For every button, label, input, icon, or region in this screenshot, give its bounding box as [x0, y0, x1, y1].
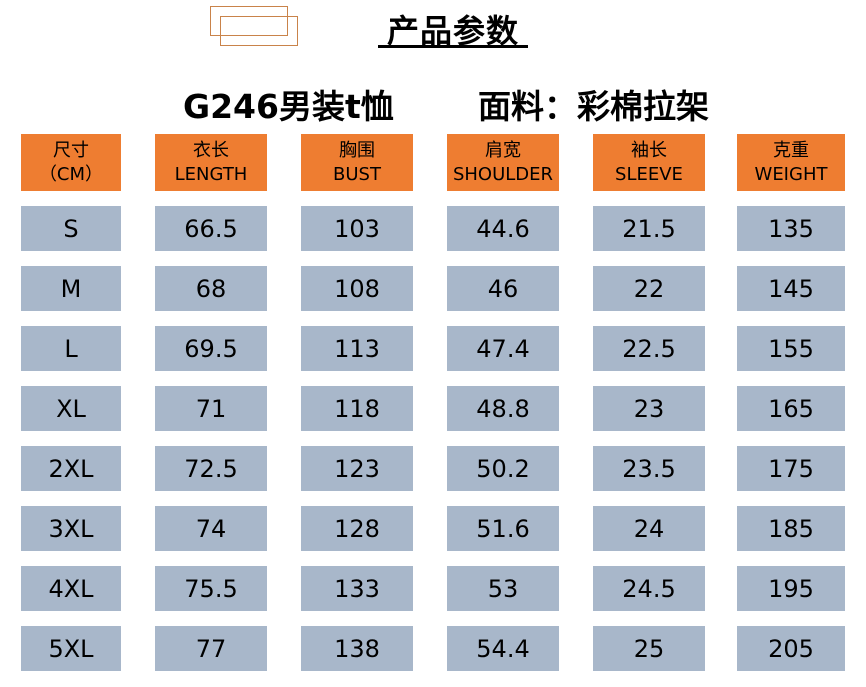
- header-cell-bust: 胸围 BUST: [301, 134, 413, 191]
- header-label-zh: 克重: [773, 139, 809, 161]
- header-label-en: SHOULDER: [452, 163, 554, 185]
- header-label-zh: 尺寸: [53, 139, 89, 161]
- header-label-en: SLEEVE: [615, 163, 683, 185]
- table-cell-sleeve: 22.5: [593, 326, 705, 371]
- table-cell-weight: 195: [737, 566, 845, 611]
- product-name: G246男装t恤: [183, 87, 394, 126]
- table-cell-sleeve: 23: [593, 386, 705, 431]
- table-cell-sleeve: 22: [593, 266, 705, 311]
- table-cell-length: 75.5: [155, 566, 267, 611]
- table-cell-weight: 185: [737, 506, 845, 551]
- table-cell-sleeve: 24: [593, 506, 705, 551]
- table-cell-shoulder: 47.4: [447, 326, 559, 371]
- table-cell-length: 72.5: [155, 446, 267, 491]
- table-cell-sleeve: 23.5: [593, 446, 705, 491]
- table-cell-bust: 118: [301, 386, 413, 431]
- table-cell-size: XL: [21, 386, 121, 431]
- table-cell-weight: 175: [737, 446, 845, 491]
- table-cell-shoulder: 50.2: [447, 446, 559, 491]
- table-cell-shoulder: 54.4: [447, 626, 559, 671]
- table-cell-size: S: [21, 206, 121, 251]
- table-cell-weight: 205: [737, 626, 845, 671]
- logo-boxes: [210, 6, 300, 50]
- table-cell-size: 5XL: [21, 626, 121, 671]
- table-cell-sleeve: 24.5: [593, 566, 705, 611]
- header-label-zh: 袖长: [631, 139, 667, 161]
- table-cell-bust: 133: [301, 566, 413, 611]
- header-cell-size: 尺寸 （CM）: [21, 134, 121, 191]
- table-cell-shoulder: 53: [447, 566, 559, 611]
- header-cell-weight: 克重 WEIGHT: [737, 134, 845, 191]
- table-cell-size: L: [21, 326, 121, 371]
- header-label-zh: 胸围: [339, 139, 375, 161]
- header-cell-shoulder: 肩宽 SHOULDER: [447, 134, 559, 191]
- table-cell-shoulder: 51.6: [447, 506, 559, 551]
- title-underline: [378, 45, 528, 48]
- table-cell-bust: 138: [301, 626, 413, 671]
- table-cell-weight: 155: [737, 326, 845, 371]
- table-cell-length: 66.5: [155, 206, 267, 251]
- logo-box-front: [220, 16, 298, 46]
- table-cell-shoulder: 46: [447, 266, 559, 311]
- header-cell-sleeve: 袖长 SLEEVE: [593, 134, 705, 191]
- table-cell-weight: 135: [737, 206, 845, 251]
- table-cell-weight: 145: [737, 266, 845, 311]
- table-cell-sleeve: 21.5: [593, 206, 705, 251]
- table-cell-length: 71: [155, 386, 267, 431]
- table-cell-bust: 128: [301, 506, 413, 551]
- fabric-info: 面料：彩棉拉架: [478, 87, 709, 126]
- logo-box-back: [210, 6, 288, 36]
- table-cell-shoulder: 44.6: [447, 206, 559, 251]
- header-label-en: LENGTH: [174, 163, 248, 185]
- table-cell-shoulder: 48.8: [447, 386, 559, 431]
- table-cell-bust: 113: [301, 326, 413, 371]
- table-cell-size: 4XL: [21, 566, 121, 611]
- table-cell-size: 2XL: [21, 446, 121, 491]
- table-cell-size: 3XL: [21, 506, 121, 551]
- header-label-zh: 衣长: [193, 139, 229, 161]
- header-label-en: BUST: [333, 163, 381, 185]
- table-cell-bust: 123: [301, 446, 413, 491]
- table-cell-length: 69.5: [155, 326, 267, 371]
- table-cell-bust: 108: [301, 266, 413, 311]
- table-cell-size: M: [21, 266, 121, 311]
- table-cell-length: 77: [155, 626, 267, 671]
- table-cell-length: 74: [155, 506, 267, 551]
- table-cell-sleeve: 25: [593, 626, 705, 671]
- header-label-en: （CM）: [38, 163, 104, 185]
- table-cell-bust: 103: [301, 206, 413, 251]
- page-title: 产品参数: [386, 12, 519, 50]
- header-label-en: WEIGHT: [754, 163, 828, 185]
- table-cell-weight: 165: [737, 386, 845, 431]
- table-cell-length: 68: [155, 266, 267, 311]
- header-cell-length: 衣长 LENGTH: [155, 134, 267, 191]
- header-label-zh: 肩宽: [485, 139, 521, 161]
